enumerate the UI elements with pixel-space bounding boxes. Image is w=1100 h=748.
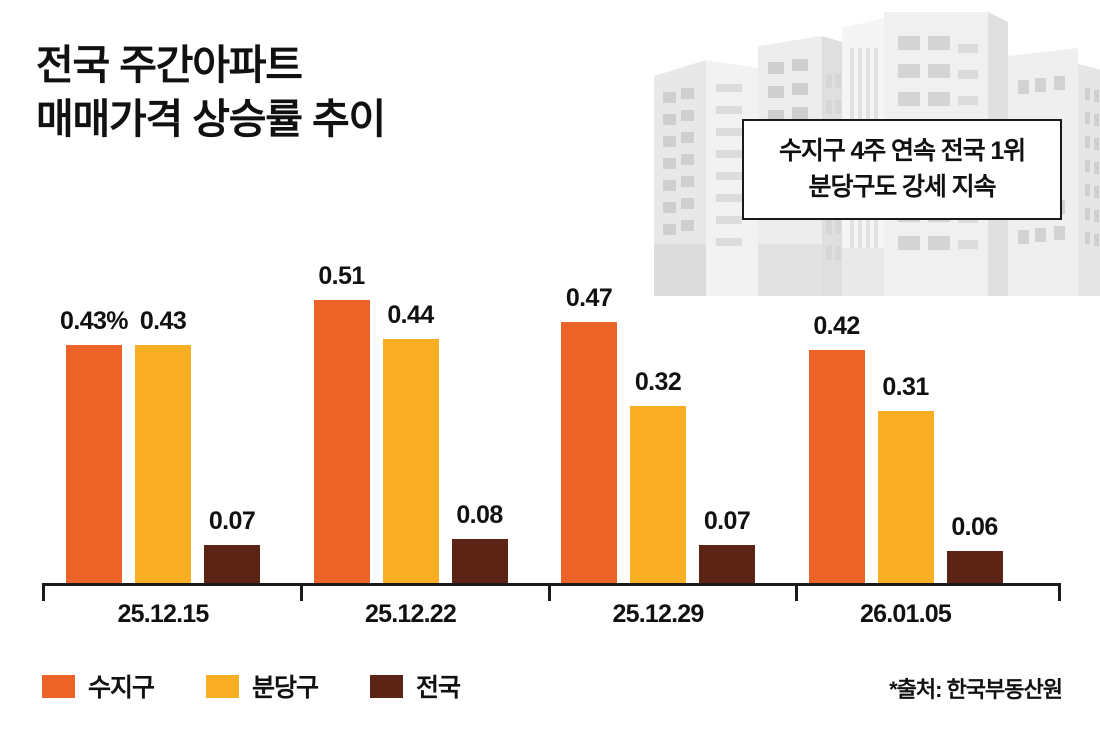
x-axis-line — [42, 583, 1061, 586]
bar — [66, 345, 122, 584]
bar-value-label: 0.42 — [813, 312, 860, 340]
bar — [135, 345, 191, 584]
bar — [630, 406, 686, 584]
bar-value-label: 0.47 — [565, 284, 613, 312]
legend-label: 전국 — [416, 674, 461, 702]
bar — [946, 551, 1003, 584]
callout-line-1: 수지구 4주 연속 전국 1위 — [778, 137, 1026, 165]
bar-value-label: 0.44 — [387, 301, 434, 329]
x-axis-label: 25.12.29 — [612, 600, 705, 628]
legend-item: 분당구 — [206, 668, 319, 704]
legend-swatch-icon — [206, 674, 240, 698]
bar-value-label: 0.43 — [139, 307, 187, 335]
bar-value-label: 0.51 — [318, 262, 365, 290]
x-axis-label: 25.12.15 — [117, 600, 210, 628]
bar-value-label: 0.43% — [60, 307, 128, 335]
bar — [313, 300, 370, 584]
legend-label: 수지구 — [88, 674, 155, 702]
bar — [204, 545, 260, 584]
x-axis-label: 25.12.22 — [365, 600, 457, 628]
bar — [382, 339, 439, 584]
axis-tick — [547, 583, 551, 601]
axis-tick — [42, 583, 45, 601]
bar — [877, 411, 934, 584]
axis-tick — [300, 583, 303, 601]
bar-value-label: 0.08 — [456, 501, 503, 529]
x-axis-label: 26.01.05 — [860, 600, 952, 628]
legend-label: 분당구 — [252, 674, 319, 702]
title-line-2: 매매가격 상승률 추이 — [36, 96, 386, 143]
legend-item: 수지구 — [42, 668, 155, 704]
callout-line-2: 분당구도 강세 지속 — [808, 172, 997, 201]
chart-legend: 수지구 분당구 전국 — [42, 668, 512, 704]
bar-value-label: 0.06 — [951, 513, 998, 541]
bar-value-label: 0.31 — [882, 373, 929, 401]
title-line-1: 전국 주간아파트 — [36, 42, 303, 88]
bar — [561, 322, 617, 584]
page-title: 전국 주간아파트 매매가격 상승률 추이 — [36, 38, 596, 146]
bar-value-label: 0.07 — [208, 507, 256, 535]
bar — [451, 539, 508, 584]
axis-tick — [1058, 583, 1061, 601]
bar-value-label: 0.07 — [703, 507, 751, 535]
legend-swatch-icon — [42, 674, 75, 698]
bar — [808, 350, 865, 584]
source-note: *출처: 한국부동산원 — [889, 677, 1063, 702]
legend-swatch-icon — [370, 674, 404, 698]
bar-value-label: 0.32 — [634, 368, 682, 396]
bar — [699, 545, 755, 584]
callout-box: 수지구 4주 연속 전국 1위 분당구도 강세 지속 — [742, 119, 1062, 220]
legend-item: 전국 — [370, 668, 461, 704]
axis-tick — [795, 583, 798, 601]
